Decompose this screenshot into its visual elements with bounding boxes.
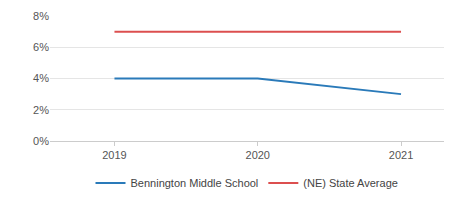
svg-text:2021: 2021 (389, 149, 413, 161)
svg-text:2%: 2% (33, 104, 49, 116)
svg-text:8%: 8% (33, 10, 49, 22)
svg-text:2019: 2019 (102, 149, 126, 161)
svg-text:0%: 0% (33, 135, 49, 147)
svg-text:4%: 4% (33, 72, 49, 84)
svg-text:Bennington Middle School: Bennington Middle School (131, 177, 259, 189)
svg-text:6%: 6% (33, 41, 49, 53)
svg-text:2020: 2020 (246, 149, 270, 161)
svg-text:(NE) State Average: (NE) State Average (303, 177, 398, 189)
